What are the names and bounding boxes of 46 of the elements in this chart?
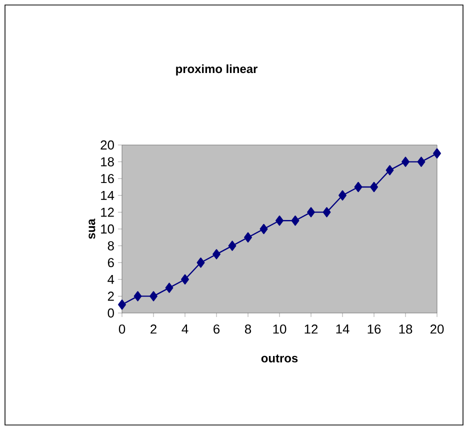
point [354,182,362,192]
x-axis-title: outros [261,354,298,362]
point [260,224,268,234]
point [181,274,189,284]
y-tick-label: 14 [101,190,114,200]
point [322,207,331,218]
y-tick-label: 0 [108,308,114,318]
point [417,156,426,167]
chart-title: proximo linear [176,64,258,76]
x-tick-label: 0 [118,324,126,334]
y-tick-label: 2 [108,292,114,301]
point [307,207,315,218]
x-tick-label: 18 [399,324,412,334]
y-tick-label: 6 [108,258,114,268]
x-tick-label: 20 [430,324,444,334]
point [212,249,220,260]
point [244,232,252,242]
point [150,291,158,302]
y-tick-label: 4 [108,274,114,284]
point [291,216,300,226]
point [165,282,174,293]
point [386,165,394,176]
point [118,300,126,310]
x-tick-label: 10 [273,324,286,334]
point [276,216,284,226]
y-tick-label: 8 [108,241,114,250]
y-axis-title: sua [88,218,96,239]
x-tick-label: 12 [304,324,318,334]
point [228,240,236,251]
y-tick-label: 20 [100,140,114,150]
x-tick-label: 14 [336,324,350,334]
y-tick-label: 18 [101,157,114,166]
x-tick-label: 6 [214,324,220,334]
point [338,190,346,200]
point [433,148,441,158]
y-tick-label: 16 [101,174,114,184]
x-tick-label: 4 [182,324,188,334]
y-tick-label: 10 [101,224,114,234]
point [370,182,378,192]
point [196,258,205,268]
y-tick-label: 12 [101,208,114,217]
x-tick-label: 2 [150,324,156,334]
x-tick-label: 8 [244,324,252,334]
point [134,291,142,302]
x-tick-label: 16 [368,324,381,334]
point [402,156,410,167]
